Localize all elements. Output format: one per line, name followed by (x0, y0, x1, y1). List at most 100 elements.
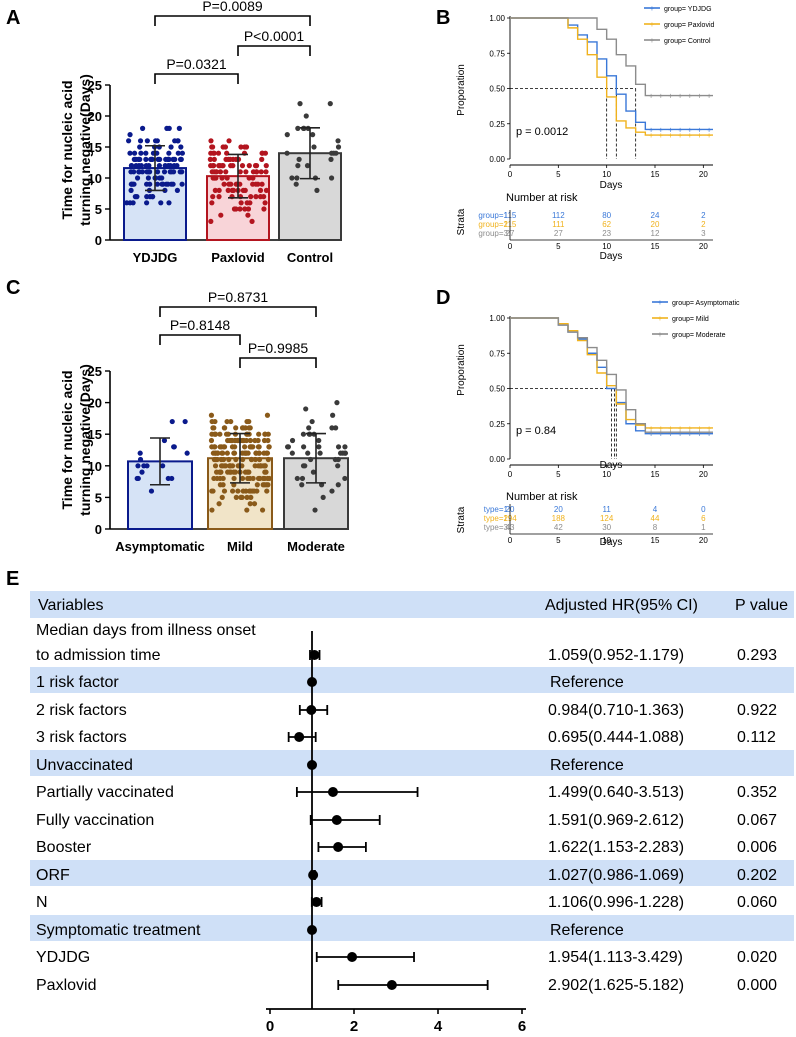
panel-a-ytick-label: 0 (95, 233, 102, 248)
panel-c-data-point (231, 475, 237, 482)
panel-a-data-point (221, 181, 227, 187)
panel-c-data-point (211, 431, 218, 437)
panel-a-data-point (211, 156, 217, 162)
panel-a-data-point (165, 156, 171, 162)
panel-e-hr-text: 1.499(0.640-3.513) (548, 784, 684, 801)
panel-c-data-point (329, 488, 335, 494)
panel-c-ylabel-2: turning negative(Days) (77, 364, 93, 516)
panel-b-legend-mark: + (650, 36, 655, 45)
panel-a-data-point (144, 200, 150, 206)
panel-c-data-point (253, 450, 259, 456)
panel-d-xlabel: Days (600, 460, 623, 471)
panel-b-xtick-label: 0 (508, 170, 513, 179)
panel-b-censor-mark: + (707, 92, 712, 101)
panel-a-data-point (212, 187, 218, 193)
panel-c-data-point (242, 444, 248, 450)
panel-c-data-point (208, 437, 215, 444)
panel-c-data-point (256, 431, 262, 437)
panel-d-risk-xlabel: Days (600, 537, 623, 548)
panel-c-ylabel-1: Time for nucleic acid (59, 370, 75, 509)
panel-c-data-point (239, 475, 246, 482)
panel-b-risk-xtick-label: 15 (651, 242, 660, 251)
panel-b-ylabel: Proporation (456, 64, 467, 116)
panel-c-data-point (135, 475, 141, 482)
panel-a-data-point (210, 150, 216, 156)
panel-a-data-point (143, 150, 149, 156)
panel-c-data-point (184, 450, 190, 456)
panel-d-risk-count: 20 (554, 505, 563, 514)
panel-a-data-point (216, 163, 222, 169)
panel-e-xtick-label: 2 (350, 1018, 358, 1035)
panel-b-censor-mark: + (658, 125, 663, 134)
panel-e-pvalue: 0.112 (737, 729, 776, 746)
panel-a-data-point (243, 144, 250, 150)
panel-c-data-point (335, 463, 341, 469)
panel-e-row-label: Unvaccinated (36, 757, 133, 774)
panel-a-data-point (174, 163, 180, 169)
panel-a-data-point (294, 175, 300, 181)
panel-b-ytick-label: 0.50 (489, 85, 505, 94)
panel-b-xtick-label: 10 (602, 170, 611, 179)
panel-d-censor-mark: + (707, 428, 712, 437)
panel-a-data-point (238, 200, 244, 206)
panel-a-data-point (243, 169, 249, 175)
panel-c-data-point (208, 412, 215, 418)
panel-a-data-point (258, 169, 264, 175)
panel-c-data-point (137, 456, 144, 463)
panel-b-censor-mark: + (658, 131, 663, 140)
panel-b-strata-label: Strata (456, 208, 467, 235)
panel-c-ytick-label: 5 (95, 490, 102, 505)
panel-c-data-point (264, 412, 271, 418)
panel-a-data-point (224, 150, 230, 156)
panel-c-pvalue-label: P=0.9985 (248, 340, 309, 356)
panel-a-data-point (126, 138, 132, 144)
panel-a-data-point (220, 163, 226, 169)
panel-a-data-point (218, 212, 224, 218)
panel-a-data-point (245, 206, 252, 212)
panel-d-censor-mark: + (658, 428, 663, 437)
panel-a-data-point (242, 206, 248, 212)
panel-d-legend-label: group= Moderate (672, 332, 726, 339)
panel-a-data-point (131, 156, 137, 162)
panel-a-data-point (209, 200, 215, 206)
panel-a-data-point (157, 175, 163, 181)
panel-c-category-label: Mild (227, 539, 253, 554)
panel-c-ytick-label: 20 (88, 396, 102, 411)
panel-a-data-point (172, 156, 178, 162)
panel-c-data-point (252, 437, 258, 444)
panel-c-data-point (289, 437, 296, 444)
panel-a-data-point (127, 200, 133, 206)
panel-c-data-point (289, 450, 295, 456)
panel-a-data-point (170, 181, 176, 187)
panel-a-data-point (175, 138, 181, 144)
panel-e-row-band (30, 860, 794, 886)
panel-a-data-point (144, 138, 150, 144)
panel-c-data-point (303, 406, 309, 412)
panel-b-censor-mark: + (649, 92, 654, 101)
panel-a-data-point (259, 156, 265, 162)
panel-c-data-point (169, 418, 175, 425)
panel-c-data-point (252, 456, 258, 463)
panel-a-data-point (284, 150, 290, 156)
panel-b-censor-mark: + (697, 92, 702, 101)
panel-c-data-point (217, 444, 223, 450)
panel-e-point-estimate (309, 650, 320, 660)
panel-a-data-point (257, 187, 264, 193)
panel-a-data-point (177, 156, 184, 162)
panel-d-label: D (436, 287, 450, 309)
panel-e-hr-text: 1.106(0.996-1.228) (548, 894, 684, 911)
panel-a-data-point (210, 144, 216, 150)
panel-b-censor-mark: + (697, 125, 702, 134)
panel-d-censor-mark: + (649, 428, 654, 437)
panel-c-data-point (139, 469, 145, 475)
panel-a-data-point (165, 163, 171, 169)
panel-a-data-point (161, 169, 168, 175)
panel-c-data-point (220, 482, 226, 488)
panel-a-data-point (335, 138, 341, 144)
panel-b-censor-mark: + (649, 131, 654, 140)
panel-d-censor-mark: + (687, 424, 692, 433)
panel-b-risk-strata: group=1 (478, 211, 508, 220)
panel-b-censor-mark: + (707, 131, 712, 140)
panel-b-censor-mark: + (658, 92, 663, 101)
panel-a-data-point (263, 187, 270, 193)
